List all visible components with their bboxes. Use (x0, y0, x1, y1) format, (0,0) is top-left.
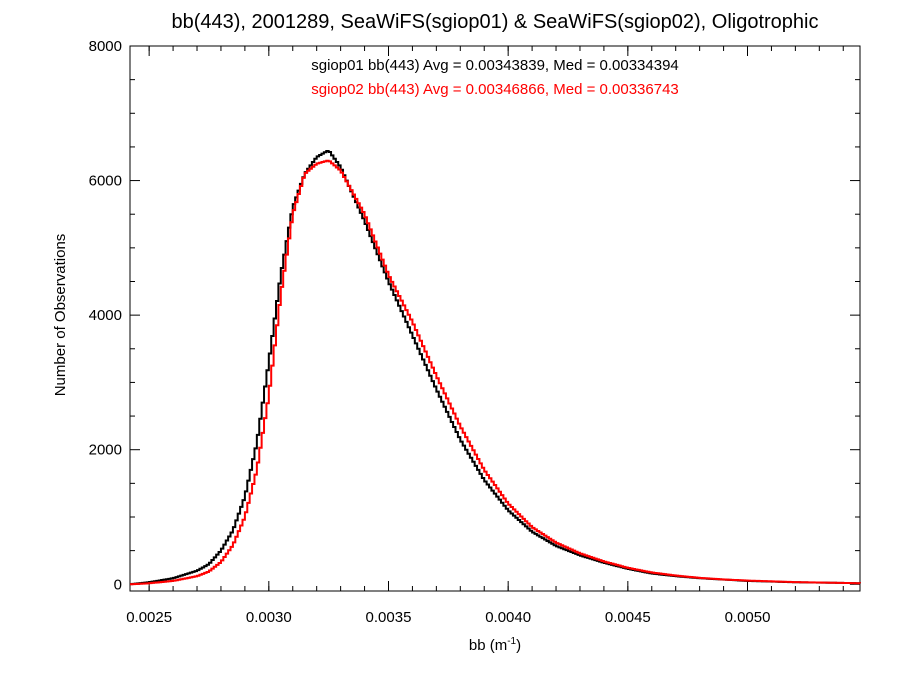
x-tick-label: 0.0025 (126, 609, 172, 626)
y-tick-label: 8000 (89, 38, 122, 55)
series-layer (130, 149, 861, 586)
y-tick-label: 0 (114, 576, 122, 593)
y-tick-label: 4000 (89, 307, 122, 324)
series-line-sgiop01 (130, 149, 861, 586)
x-tick-label: 0.0045 (605, 609, 651, 626)
x-axis: 0.0025 0.0030 0.0035 0.0040 0.0045 0.0050 (126, 46, 844, 626)
series-line-sgiop02 (130, 159, 861, 586)
x-tick-label: 0.0040 (485, 609, 531, 626)
plot-frame (129, 45, 861, 592)
y-tick-label: 2000 (89, 442, 122, 459)
x-axis-label-exponent: -1 (507, 636, 516, 647)
x-tick-label: 0.0035 (366, 609, 412, 626)
y-axis: 0 2000 4000 6000 8000 (89, 38, 860, 593)
legend-entry-sgiop01: sgiop01 bb(443) Avg = 0.00343839, Med = … (311, 57, 679, 74)
x-axis-label: bb (m-1) (469, 636, 521, 654)
legend-entry-sgiop02: sgiop02 bb(443) Avg = 0.00346866, Med = … (311, 81, 679, 98)
x-tick-label: 0.0030 (246, 609, 292, 626)
x-tick-label: 0.0050 (725, 609, 771, 626)
y-axis-label: Number of Observations (52, 234, 69, 397)
chart-title: bb(443), 2001289, SeaWiFS(sgiop01) & Sea… (172, 11, 819, 33)
y-tick-label: 6000 (89, 173, 122, 190)
